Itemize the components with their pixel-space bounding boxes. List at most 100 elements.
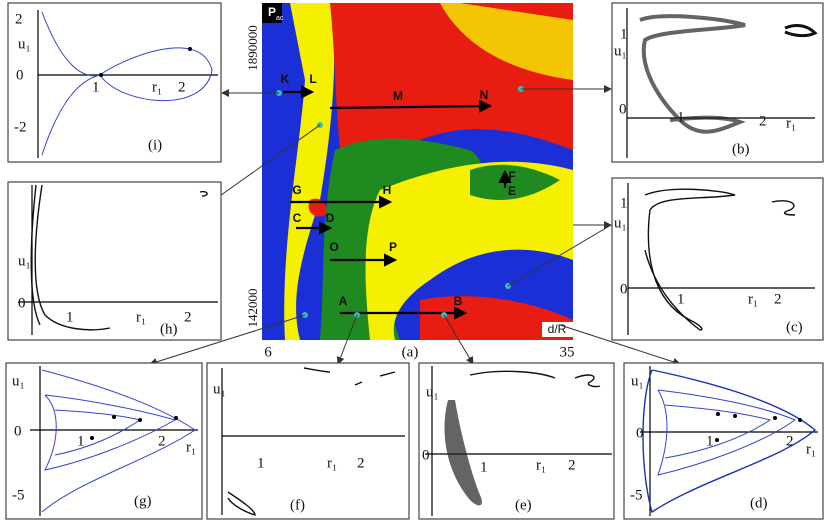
shape xyxy=(664,404,772,459)
line xyxy=(559,324,681,366)
y-label: u₁ xyxy=(631,373,644,389)
x-label: r₁ xyxy=(748,291,758,307)
marker-dot xyxy=(188,47,192,51)
tick: 0 xyxy=(619,101,627,117)
caption: (b) xyxy=(732,141,750,157)
marker-dot xyxy=(733,414,737,418)
marker-dot xyxy=(90,436,94,440)
point-label: M xyxy=(393,89,403,103)
shape xyxy=(227,491,256,516)
map-caption: (a) xyxy=(402,344,419,360)
tick: 2 xyxy=(774,291,782,307)
tick: 0 xyxy=(636,425,644,441)
shape xyxy=(379,371,396,377)
line xyxy=(329,99,493,113)
tick: 2 xyxy=(357,455,365,471)
shape xyxy=(30,184,41,326)
tick: -2 xyxy=(14,119,27,135)
y-top-label: 1890000 xyxy=(245,25,260,71)
panel-d: u₁ 0 -5 1 2 r₁ (d) xyxy=(623,362,824,520)
map-label-sub: ac xyxy=(276,15,284,22)
point-label: G xyxy=(292,183,301,197)
tick: 1 xyxy=(620,26,628,42)
tick: -5 xyxy=(12,487,25,503)
shape xyxy=(354,381,363,386)
tick: 1 xyxy=(706,433,714,449)
marker-dot xyxy=(99,73,103,77)
tick: 2 xyxy=(178,79,186,95)
point-label: D xyxy=(326,211,335,225)
y-label: u₁ xyxy=(213,381,226,397)
x-axis-label: d/R xyxy=(548,322,567,336)
point-label: K xyxy=(281,72,290,86)
shape xyxy=(639,14,746,134)
bifurcation-map: P ac d/R K L M N G H C D O P F E A B xyxy=(262,3,573,340)
shape xyxy=(444,400,482,506)
x-label: r₁ xyxy=(327,455,337,471)
shape xyxy=(41,11,213,156)
panel-g: u₁ 0 -5 1 2 r₁ (g) xyxy=(5,362,203,520)
tick: 1 xyxy=(480,459,488,475)
shape xyxy=(469,370,556,379)
tick: 1 xyxy=(66,309,74,325)
x-label: r₁ xyxy=(536,457,546,473)
panel-b: 1 u₁ 0 1 2 r₁ (b) xyxy=(611,2,824,163)
shape xyxy=(365,161,573,340)
x-label: r₁ xyxy=(786,115,796,131)
panel-c: 1 u₁ 0 1 r₁ 2 (c) xyxy=(611,177,824,341)
tick: 2 xyxy=(184,309,192,325)
tick: 0 xyxy=(18,295,26,311)
shape xyxy=(262,3,282,23)
shape xyxy=(440,3,573,80)
x-label: r₁ xyxy=(136,309,146,325)
tick: 1 xyxy=(620,195,628,211)
point-label: C xyxy=(293,211,302,225)
shape xyxy=(284,3,335,340)
panel-i: 2 u₁ 0 -2 1 r₁ 2 (i) xyxy=(7,2,222,163)
tick: 2 xyxy=(15,11,23,27)
x-right-label: 35 xyxy=(560,344,575,360)
tick: 0 xyxy=(620,281,628,297)
shape xyxy=(303,367,331,373)
line xyxy=(507,224,612,287)
shape xyxy=(644,188,736,331)
y-label: u₁ xyxy=(18,253,31,269)
marker-dot xyxy=(138,418,142,422)
shape xyxy=(470,164,560,200)
point-label: A xyxy=(339,294,348,308)
shape xyxy=(623,362,824,520)
tick: 2 xyxy=(759,113,767,129)
point-label: E xyxy=(508,184,516,198)
point-label: B xyxy=(454,294,463,308)
shape xyxy=(44,394,177,471)
x-label: r₁ xyxy=(806,441,816,457)
tick: 1 xyxy=(92,79,100,95)
line xyxy=(149,314,306,366)
shape xyxy=(574,374,601,388)
x-label: r₁ xyxy=(186,439,196,455)
x-label: r₁ xyxy=(152,79,162,95)
map-label: P xyxy=(268,5,276,19)
tick: 1 xyxy=(677,109,685,125)
y-bottom-label: 142000 xyxy=(245,289,260,328)
point-label: N xyxy=(480,88,489,102)
line xyxy=(213,124,321,201)
shape xyxy=(308,198,327,217)
shape xyxy=(199,190,208,197)
tick: 0 xyxy=(14,423,22,439)
y-label: u₁ xyxy=(614,43,627,59)
shape xyxy=(34,184,111,331)
tick: 0 xyxy=(16,67,24,83)
tick: 1 xyxy=(77,433,85,449)
point-label: H xyxy=(383,183,392,197)
y-label: u₁ xyxy=(426,384,439,400)
shape xyxy=(7,2,222,163)
shape xyxy=(657,389,797,476)
point-label: L xyxy=(309,72,316,86)
caption: (g) xyxy=(134,493,152,509)
tick: 0 xyxy=(422,447,430,463)
shape xyxy=(642,369,817,514)
panel-f: u₁ 1 r₁ 2 (f) xyxy=(206,362,410,520)
tick: 2 xyxy=(158,433,166,449)
marker-dot xyxy=(112,415,116,419)
